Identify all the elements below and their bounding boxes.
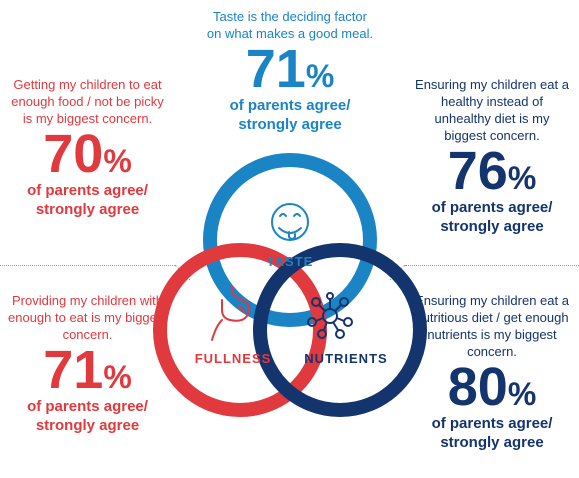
healthy-diet-percentage: 76%: [412, 144, 572, 198]
healthy-diet-unit: %: [507, 160, 537, 196]
taste-stat: Taste is the deciding factor on what mak…: [205, 8, 375, 134]
molecule-network-icon: [307, 292, 353, 339]
children-eating-unit: %: [103, 143, 132, 179]
providing-enough-agree-label: of parents agree/ strongly agree: [27, 398, 148, 434]
nutritious-diet-value: 80: [447, 357, 508, 417]
nutritious-diet-stat: Ensuring my children eat a nutritious di…: [412, 292, 572, 452]
right-divider-line: [405, 265, 579, 266]
stomach-icon: [211, 285, 251, 341]
providing-enough-percentage: 71%: [5, 343, 170, 397]
healthy-diet-agree-label: of parents agree/ strongly agree: [431, 199, 553, 235]
nutritious-diet-description: Ensuring my children eat a nutritious di…: [415, 293, 569, 359]
children-eating-stat: Getting my children to eat enough food /…: [5, 76, 170, 219]
providing-enough-value: 71: [43, 340, 104, 400]
providing-enough-stat: Providing my children with enough to eat…: [5, 292, 170, 435]
healthy-diet-stat: Ensuring my children eat a healthy inste…: [412, 76, 572, 236]
taste-label: TASTE: [267, 254, 314, 269]
taste-agree-label: of parents agree/ strongly agree: [229, 97, 351, 133]
taste-ring: [203, 153, 377, 327]
children-eating-percentage: 70%: [5, 127, 170, 181]
children-eating-description: Getting my children to eat enough food /…: [11, 77, 164, 126]
taste-unit: %: [305, 58, 335, 94]
taste-percentage: 71%: [205, 42, 375, 96]
smiling-face-tongue-icon: [271, 203, 309, 241]
nutrients-ring: [253, 243, 427, 417]
children-eating-value: 70: [43, 124, 104, 184]
nutritious-diet-unit: %: [507, 376, 537, 412]
providing-enough-description: Providing my children with enough to eat…: [8, 293, 167, 342]
taste-value: 71: [245, 39, 306, 99]
nutritious-diet-percentage: 80%: [412, 360, 572, 414]
nutritious-diet-agree-label: of parents agree/ strongly agree: [431, 415, 553, 451]
left-divider-line: [0, 265, 175, 266]
children-eating-agree-label: of parents agree/ strongly agree: [27, 182, 148, 218]
nutrients-label: NUTRIENTS: [304, 351, 387, 366]
fullness-ring: [153, 243, 327, 417]
taste-description: Taste is the deciding factor on what mak…: [206, 9, 374, 41]
providing-enough-unit: %: [103, 359, 132, 395]
healthy-diet-description: Ensuring my children eat a healthy inste…: [415, 77, 569, 143]
fullness-label: FULLNESS: [195, 351, 272, 366]
healthy-diet-value: 76: [447, 141, 508, 201]
